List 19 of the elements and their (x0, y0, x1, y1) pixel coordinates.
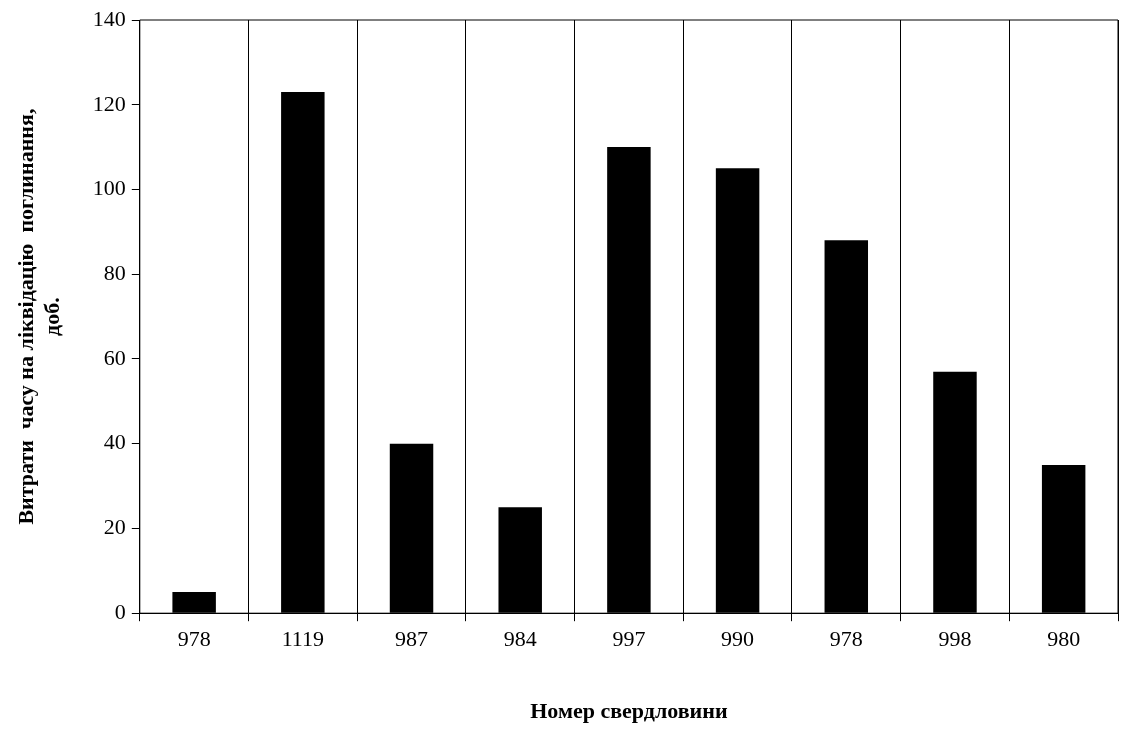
x-tick-label: 984 (503, 626, 537, 652)
y-tick-label: 140 (92, 5, 126, 31)
y-tick-label: 0 (114, 598, 126, 624)
y-tick-label: 20 (103, 514, 126, 540)
y-tick-label: 120 (92, 90, 126, 116)
x-axis-title: Номер свердловини (530, 698, 728, 724)
y-tick-label: 100 (92, 175, 126, 201)
x-tick-label: 980 (1047, 626, 1081, 652)
x-tick-label: 998 (938, 626, 972, 652)
y-tick-label: 80 (103, 260, 126, 286)
y-axis-title: Витрати часу на ліквідацію поглинання, доб. (12, 108, 65, 525)
x-tick-label: 997 (612, 626, 646, 652)
x-tick-label: 990 (721, 626, 755, 652)
x-tick-label: 1119 (281, 626, 325, 652)
y-tick-label: 40 (103, 429, 126, 455)
y-tick-label: 60 (103, 344, 126, 370)
x-tick-label: 978 (177, 626, 211, 652)
x-tick-label: 987 (395, 626, 429, 652)
x-tick-label: 978 (829, 626, 863, 652)
